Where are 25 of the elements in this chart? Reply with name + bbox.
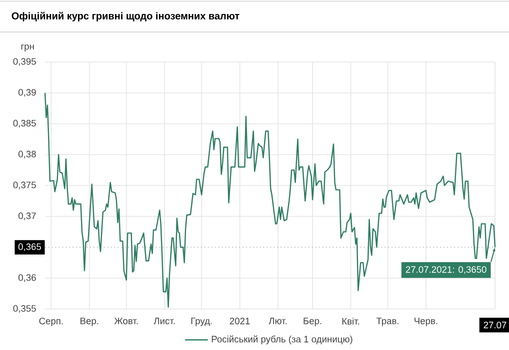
y-axis-title: грн — [21, 44, 34, 52]
y-tick-label: 0,38 — [18, 150, 36, 158]
x-tick-label: Бер. — [304, 318, 322, 326]
x-tick-label: 2021 — [230, 318, 250, 324]
y-tick-label: 0,385 — [13, 120, 36, 128]
x-tick-label: Вер. — [80, 318, 98, 326]
y-tick-label: 0,36 — [18, 274, 36, 282]
x-tick-label: Лист. — [154, 318, 175, 324]
y-tick-label: 0,37 — [18, 212, 36, 220]
chart-title: Офіційний курс гривні щодо іноземних валют — [12, 12, 240, 22]
x-tick-label: 27.07 — [484, 322, 506, 328]
x-tick-label: Черв. — [414, 318, 438, 326]
y-tick-label: 0,355 — [13, 305, 36, 313]
x-tick-label: Квіт. — [342, 318, 360, 324]
x-tick-label: Серп. — [39, 318, 63, 326]
y-tick-label: 0,395 — [13, 58, 36, 66]
x-tick-label: Груд. — [191, 318, 212, 326]
ref-line-label: 0,365 — [18, 243, 41, 252]
x-tick-label: Лют. — [268, 318, 287, 324]
x-tick-label: Жовт. — [114, 318, 138, 324]
annotation: 27.07.2021: 0,3650 — [406, 266, 486, 274]
y-tick-label: 0,39 — [18, 89, 36, 97]
x-tick-label: Трав. — [376, 318, 398, 326]
y-tick-label: 0,375 — [13, 182, 36, 190]
legend-label: Російський рубль (за 1 одиницю) — [212, 335, 352, 344]
